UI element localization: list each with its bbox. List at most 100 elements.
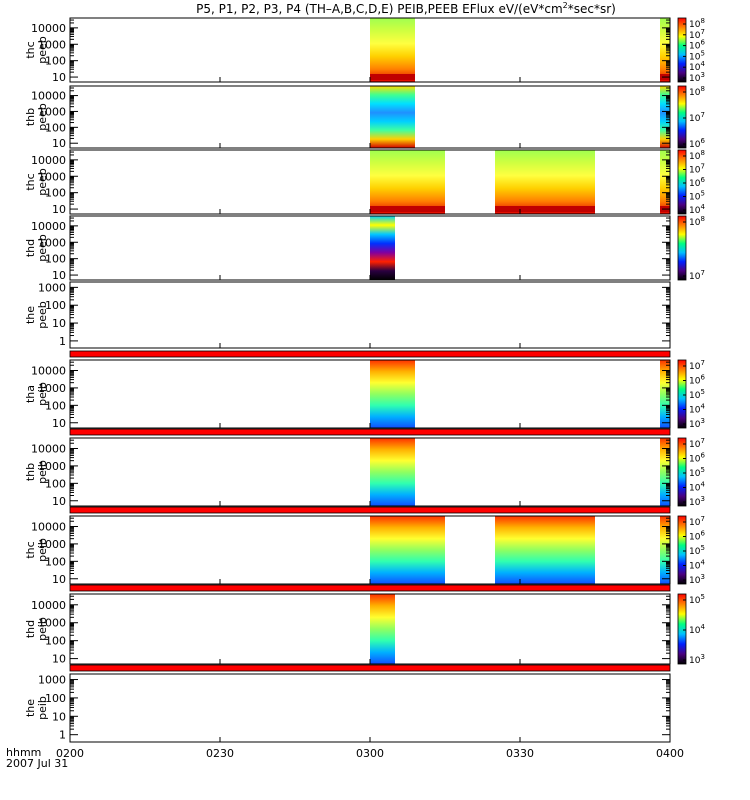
panel-label-product: peeb — [36, 36, 49, 64]
y-tick-label: 100 — [45, 692, 66, 705]
colorbar-tick-label: 107 — [689, 515, 705, 528]
y-tick-label: 10000 — [31, 22, 66, 35]
spectrogram-block — [370, 360, 415, 428]
spectrogram-block — [370, 216, 395, 280]
panel-label-product: peeb — [36, 234, 49, 262]
colorbar-tick-label: 103 — [689, 417, 705, 430]
status-bar-fill — [70, 585, 670, 591]
colorbar — [677, 437, 687, 507]
status-bar — [69, 428, 671, 436]
panel-label-probe: the — [24, 699, 37, 717]
colorbar-tick-label: 103 — [689, 653, 705, 666]
status-bar-fill — [70, 507, 670, 513]
panel-label-product: peeb — [36, 168, 49, 196]
panel-label-probe: thb — [24, 463, 37, 481]
low-energy-band — [370, 74, 415, 80]
y-tick-label: 100 — [45, 187, 66, 200]
x-axis: 0200 0230 0300 0330 0400 — [56, 747, 684, 760]
colorbar-tick-label: 104 — [689, 623, 705, 636]
x-tick-label: 0400 — [656, 747, 684, 760]
y-tick-label: 1000 — [38, 236, 66, 249]
y-tick-label: 100 — [45, 635, 66, 648]
panel-frame — [69, 281, 671, 349]
colorbar — [677, 85, 687, 149]
panel-label-probe: tha — [24, 385, 37, 403]
panel-label-probe: the — [24, 306, 37, 324]
colorbar-tick-label: 104 — [689, 60, 705, 73]
spectrogram-block — [660, 86, 670, 148]
panel-label-probe: thc — [24, 541, 37, 558]
colorbar-tick-label: 105 — [689, 466, 705, 479]
spectrogram-block — [370, 86, 415, 148]
colorbar — [677, 515, 687, 585]
colorbar-tick-label: 103 — [689, 573, 705, 586]
status-bar — [69, 584, 671, 592]
spectrogram-block — [660, 516, 670, 584]
low-energy-band — [370, 206, 445, 212]
y-tick-label: 1000 — [38, 538, 66, 551]
colorbar-tick-label: 104 — [689, 481, 705, 494]
y-tick-label: 10 — [52, 203, 66, 216]
panel-thd-peib: 10000 1000 100 10 thd peib 105 104 103 — [24, 593, 705, 666]
y-tick-label: 10000 — [31, 154, 66, 167]
y-tick-label: 1000 — [38, 281, 66, 294]
y-tick-label: 10 — [52, 495, 66, 508]
colorbar — [677, 359, 687, 429]
y-tick-label: 10000 — [31, 90, 66, 103]
y-tick-label: 100 — [45, 253, 66, 266]
x-tick-label: 0200 — [56, 747, 84, 760]
colorbar-tick-label: 106 — [689, 530, 705, 543]
y-tick-label: 100 — [45, 299, 66, 312]
y-tick-label: 10 — [52, 317, 66, 330]
spectrogram-block — [660, 150, 670, 214]
colorbar-tick-label: 103 — [689, 495, 705, 508]
status-bar-frame — [69, 506, 671, 514]
colorbar-tick-label: 107 — [689, 28, 705, 41]
colorbar — [677, 215, 687, 281]
spectrogram-block — [370, 594, 395, 664]
y-tick-label: 10 — [52, 653, 66, 666]
y-tick-label: 10 — [52, 573, 66, 586]
panel-label-probe: thb — [24, 108, 37, 126]
panel-label-product: peeb — [36, 103, 49, 131]
spectrogram-block — [370, 438, 415, 506]
colorbar-tick-label: 108 — [689, 17, 705, 30]
y-tick-label: 100 — [45, 477, 66, 490]
colorbar-tick-label: 108 — [689, 215, 705, 228]
colorbar — [677, 149, 687, 215]
colorbar-tick-label: 107 — [689, 359, 705, 372]
x-tick-label: 0330 — [506, 747, 534, 760]
y-tick-label: 100 — [45, 555, 66, 568]
x-tick-label: 0230 — [206, 747, 234, 760]
y-tick-label: 10 — [52, 71, 66, 84]
colorbar — [677, 17, 687, 83]
y-tick-label: 1000 — [38, 617, 66, 630]
colorbar-tick-label: 107 — [689, 269, 705, 282]
x-tick-label: 0300 — [356, 747, 384, 760]
colorbar-tick-label: 108 — [689, 85, 705, 98]
panel-frame — [69, 673, 671, 743]
panel-label-product: peeb — [36, 301, 49, 329]
status-bar-fill — [70, 351, 670, 357]
colorbar-tick-label: 106 — [689, 374, 705, 387]
y-tick-label: 1000 — [38, 460, 66, 473]
colorbar-tick-label: 105 — [689, 49, 705, 62]
panel-thd-peeb: 10000 1000 100 10 thd peeb 108 107 — [24, 215, 705, 282]
y-tick-label: 10000 — [31, 599, 66, 612]
colorbar — [677, 593, 687, 665]
y-tick-label: 100 — [45, 399, 66, 412]
spectrogram-block — [495, 150, 595, 214]
spectrogram-block — [660, 438, 670, 506]
y-tick-label: 10000 — [31, 364, 66, 377]
status-bar — [69, 506, 671, 514]
colorbar-tick-label: 105 — [689, 593, 705, 606]
status-bar-fill — [70, 665, 670, 671]
colorbar-tick-label: 106 — [689, 176, 705, 189]
status-bar-frame — [69, 584, 671, 592]
colorbar-tick-label: 107 — [689, 111, 705, 124]
y-tick-label: 10 — [52, 269, 66, 282]
y-tick-label: 1 — [59, 335, 66, 348]
